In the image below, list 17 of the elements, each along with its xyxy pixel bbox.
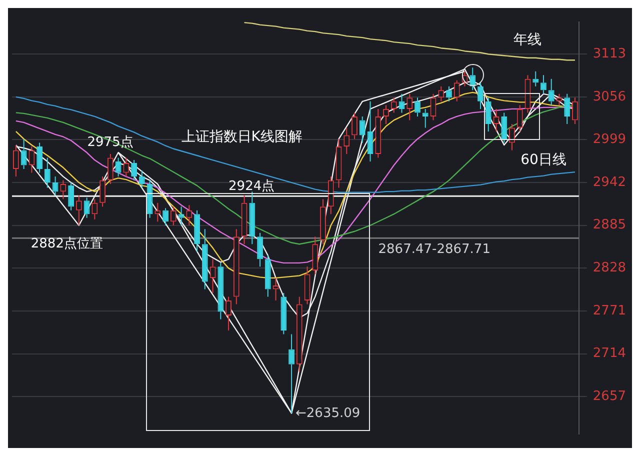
y-tick-label: 3113 [592,46,626,62]
y-tick-label: 2771 [592,303,626,318]
annotation: 2882点位置 [30,236,103,252]
ref-line-label: 2924点 [228,179,275,194]
annotation: 2867.47-2867.71 [378,242,490,258]
annotation: ←2635.09 [296,406,360,422]
y-tick-label: 2657 [592,389,626,404]
text: 上证指数日K线图解 [181,129,302,146]
y-tick-label: 2714 [592,346,626,362]
y-tick-label: 2942 [592,174,626,190]
y-tick-label: 3056 [592,89,626,104]
series-label: 60日线 [520,152,566,168]
y-tick-label: 2885 [592,218,626,233]
y-tick-label: 2999 [592,132,626,148]
y-tick-label: 2828 [592,260,626,276]
series-label: 年线 [514,32,542,48]
annotation: 2975点 [87,134,134,150]
